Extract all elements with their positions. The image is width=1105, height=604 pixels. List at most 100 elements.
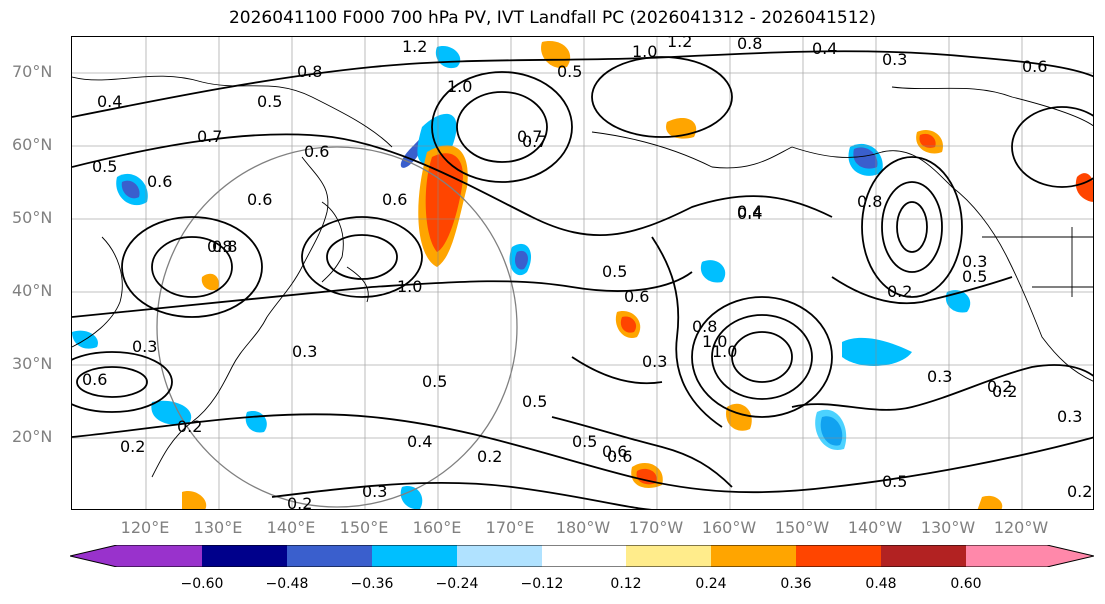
shade-patch — [435, 46, 461, 69]
plot-title: 2026041100 F000 700 hPa PV, IVT Landfall… — [228, 8, 876, 28]
contour-label: 1.2 — [667, 37, 692, 51]
colorbar-segment — [287, 545, 372, 567]
shade-patch — [726, 403, 752, 431]
contour-label: 1.0 — [397, 277, 422, 296]
shade-patch — [1075, 173, 1093, 202]
contour-label: 0.8 — [212, 237, 237, 256]
contour-label: 0.5 — [522, 392, 547, 411]
contour-label: 0.6 — [624, 287, 649, 306]
contour-label: 0.3 — [927, 367, 952, 386]
colorbar-tick-label: −0.48 — [265, 576, 309, 592]
contour-label: 0.3 — [882, 50, 907, 69]
lon-label: 170°W — [628, 518, 684, 537]
lat-label: 50°N — [12, 208, 53, 227]
lon-label: 130°E — [193, 518, 243, 537]
contour-label: 0.7 — [517, 127, 542, 146]
colorbar-tick-label: 0.12 — [610, 576, 642, 592]
colorbar-segment — [457, 545, 542, 567]
shade-patch — [151, 400, 192, 425]
contour-label: 0.5 — [257, 92, 282, 111]
contour-label: 0.2 — [177, 417, 202, 436]
lat-label: 20°N — [12, 427, 53, 446]
lat-label: 60°N — [12, 135, 53, 154]
contour-label: 0.5 — [882, 472, 907, 491]
contour-label: 0.8 — [857, 192, 882, 211]
lon-label: 150°E — [339, 518, 389, 537]
contours — [72, 50, 1093, 509]
lon-label: 160°W — [701, 518, 757, 537]
contour-label: 0.4 — [737, 202, 762, 221]
contour-label: 0.3 — [132, 337, 157, 356]
contour-label: 0.6 — [147, 172, 172, 191]
colorbar-segment — [542, 545, 626, 567]
contour-label: 0.2 — [477, 447, 502, 466]
shade-patch — [245, 411, 267, 433]
contour-label: 0.5 — [602, 262, 627, 281]
shade-patch — [815, 409, 847, 450]
contour-label: 0.8 — [207, 237, 232, 256]
colorbar-tick-label: 0.24 — [695, 576, 727, 592]
colorbar-segment — [372, 545, 457, 567]
lon-label: 160°E — [412, 518, 462, 537]
colorbar-segment — [70, 545, 202, 567]
contour-label: 0.3 — [362, 482, 387, 501]
shade-patch — [201, 273, 219, 291]
contour-label: 0.2 — [887, 282, 912, 301]
colorbar-segment — [202, 545, 287, 567]
contour-label: 0.6 — [607, 447, 632, 466]
shade-patch — [945, 290, 971, 313]
contour-label: 1.0 — [447, 77, 472, 96]
shade-patch — [977, 495, 1003, 509]
contour-label: 0.5 — [962, 267, 987, 286]
lon-label: 150°W — [774, 518, 830, 537]
contour-label: 0.2 — [287, 494, 312, 510]
contour-label: 0.3 — [962, 252, 987, 271]
contour-label: 1.0 — [712, 342, 737, 361]
contour-label: 0.2 — [987, 377, 1012, 396]
shade-patch — [853, 147, 878, 169]
colorbar-tick-label: 0.36 — [780, 576, 812, 592]
contour-label: 0.5 — [557, 62, 582, 81]
contour-label: 0.5 — [422, 372, 447, 391]
contour-label: 0.4 — [737, 204, 762, 223]
colorbar-tick-label: 0.60 — [950, 576, 982, 592]
contour-label: 0.7 — [522, 132, 547, 151]
colorbar-tick-label: −0.60 — [180, 576, 224, 592]
contour-label: 0.6 — [247, 190, 272, 209]
lat-label: 70°N — [12, 62, 53, 81]
contour-label: 1.0 — [702, 332, 727, 351]
colorbar-segment — [881, 545, 966, 567]
region-circle — [156, 146, 518, 508]
colorbar — [70, 545, 1094, 567]
contour-label-layer: 1.2 1.0 1.2 0.8 0.4 0.3 1.0 0.8 0.6 0.5 … — [82, 37, 1092, 510]
coastlines — [72, 75, 1093, 478]
shade-patch — [541, 41, 571, 68]
contour-label: 1.2 — [402, 37, 427, 56]
contour-label: 0.4 — [407, 432, 432, 451]
contour-label: 1.0 — [632, 42, 657, 61]
lon-label: 130°W — [920, 518, 976, 537]
shade-patch — [182, 491, 207, 509]
contour-label: 0.7 — [197, 127, 222, 146]
contour-label: 0.8 — [692, 317, 717, 336]
colorbar-tick-label: −0.24 — [435, 576, 479, 592]
shade-patch — [842, 337, 912, 367]
contour-label: 0.5 — [92, 157, 117, 176]
lat-label: 40°N — [12, 281, 53, 300]
contour-label: 0.3 — [1057, 407, 1082, 426]
shade-patch — [400, 486, 423, 509]
contour-label: 0.8 — [297, 62, 322, 81]
contour-label: 0.6 — [382, 190, 407, 209]
colorbar-tick-label: −0.12 — [520, 576, 564, 592]
contour-label: 0.6 — [1022, 57, 1047, 76]
contour-label: 0.6 — [602, 442, 627, 461]
contour-label: 0.3 — [292, 342, 317, 361]
lon-label: 170°E — [485, 518, 535, 537]
contour-label: 0.4 — [97, 92, 122, 111]
colorbar-segment — [796, 545, 881, 567]
colorbar-segment — [626, 545, 711, 567]
contour-label: 0.5 — [572, 432, 597, 451]
contour-label: 0.2 — [120, 437, 145, 456]
shade-patch — [514, 250, 528, 270]
contour-label: 0.2 — [1067, 482, 1092, 501]
